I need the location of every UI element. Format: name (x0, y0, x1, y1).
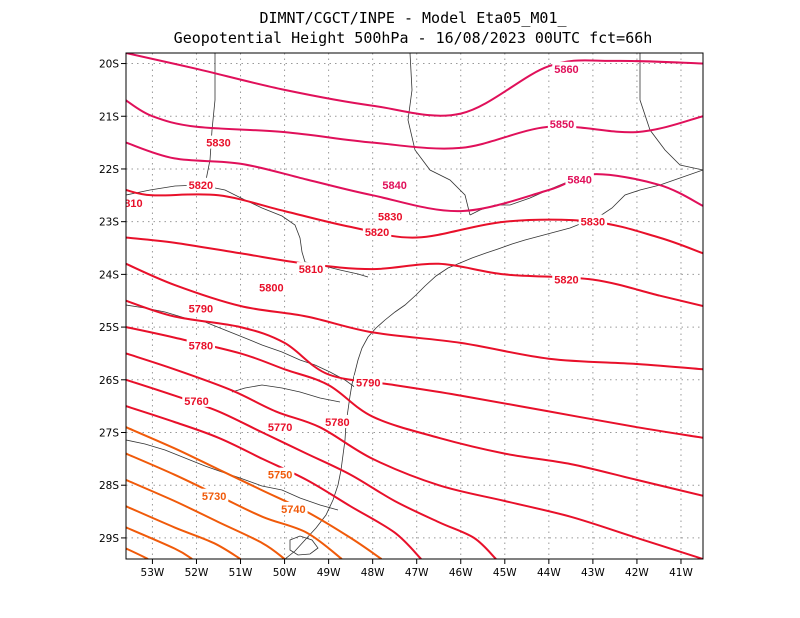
lon-tick-label: 44W (537, 567, 561, 579)
lat-tick-label: 23S (99, 217, 119, 229)
contour-5820 (126, 236, 703, 307)
contour-5710 (126, 526, 193, 559)
contour-5730 (126, 478, 286, 559)
state-border-north (126, 184, 369, 278)
contour-5790 (126, 326, 703, 497)
contour-label-bg (257, 280, 286, 294)
contour-5720 (126, 505, 242, 559)
contour-label-bg (380, 177, 409, 191)
contour-label-5750: 5750 (268, 470, 292, 482)
contour-5860 (126, 53, 703, 117)
contour-label-bg (565, 172, 594, 186)
lat-tick-label: 20S (99, 59, 119, 71)
lon-tick-label: 49W (317, 567, 341, 579)
lat-tick-label: 26S (99, 375, 119, 387)
contour-label-bg (362, 225, 392, 239)
contour-label-bg (186, 177, 216, 191)
title-line-2: Geopotential Height 500hPa - 16/08/2023 … (174, 29, 653, 47)
contour-5850 (126, 99, 703, 150)
contour-label-5840: 5840 (382, 180, 406, 192)
contour-label-bg (182, 393, 211, 407)
contour-5840 (126, 141, 703, 213)
contour-label-bg (265, 420, 295, 434)
contour-label-bg (199, 488, 229, 502)
contour-label-5730: 5730 (202, 491, 226, 503)
contour-5780 (126, 352, 703, 559)
lon-tick-label: 43W (581, 567, 605, 579)
title-line-1: DIMNT/CGCT/INPE - Model Eta05_M01_ (259, 9, 567, 27)
lon-tick-label: 48W (361, 567, 385, 579)
lon-tick-label: 42W (625, 567, 649, 579)
contour-label-5850: 5850 (550, 119, 574, 131)
contour-label-5770: 5770 (268, 422, 292, 434)
contour-5750 (126, 426, 383, 559)
lat-tick-label: 24S (99, 269, 119, 281)
lat-tick-label: 28S (99, 480, 119, 492)
lat-tick-label: 22S (99, 164, 119, 176)
contour-lines (126, 53, 703, 559)
contour-label-5830: 5830 (581, 217, 605, 229)
state-border-northeast (639, 53, 703, 171)
contour-label-5780: 5780 (325, 417, 349, 429)
contour-label-5820: 5820 (365, 227, 389, 239)
contour-label-bg (186, 301, 216, 315)
contour-label-5800: 5800 (259, 283, 283, 295)
lat-tick-label: 25S (99, 322, 119, 334)
contour-label-5840: 5840 (567, 175, 591, 187)
contour-label-bg (354, 375, 383, 389)
contour-label-5760: 5760 (184, 396, 208, 408)
plot-frame (125, 52, 704, 560)
contour-label-bg (296, 262, 326, 276)
lon-tick-label: 45W (493, 567, 517, 579)
contour-5770 (126, 378, 497, 559)
lat-tick-label: 27S (99, 428, 119, 440)
contour-label-bg (265, 467, 295, 481)
lon-tick-label: 51W (229, 567, 253, 579)
contour-label-5810: 5810 (299, 264, 323, 276)
contour-label-bg (578, 214, 608, 228)
contour-label-bg (376, 209, 405, 223)
contour-label-5790: 5790 (356, 377, 380, 389)
contour-label-5830: 5830 (378, 211, 402, 223)
contour-5700 (126, 547, 149, 559)
lon-tick-label: 52W (185, 567, 209, 579)
contour-label-5810: 5810 (118, 198, 142, 210)
lon-tick-label: 47W (405, 567, 429, 579)
contour-label-bg (552, 272, 581, 286)
longitude-ticks: 53W 52W 51W 50W 49W 48W 47W 46W 45W 44W 43W 42W 41W (141, 559, 693, 579)
contour-label-bg (323, 414, 352, 428)
river-2 (231, 384, 341, 403)
lat-tick-label: 21S (99, 111, 119, 123)
contour-label-bg (547, 117, 577, 131)
contour-label-5790: 5790 (189, 304, 213, 316)
contour-label-5830: 5830 (206, 138, 230, 150)
contour-label-bg (552, 61, 581, 75)
contour-label-5740: 5740 (281, 504, 305, 516)
lon-tick-label: 46W (449, 567, 473, 579)
state-border-west (204, 53, 216, 186)
contour-label-bg (186, 338, 216, 352)
contour-5800 (126, 299, 703, 439)
state-border-middle (126, 304, 357, 389)
contour-label-5860: 5860 (554, 64, 578, 76)
contour-labels: 5860 5850 5830 5840 5840 5820 5830 5810 5830 5820… (118, 61, 608, 516)
lon-tick-label: 41W (669, 567, 693, 579)
contour-label-bg (204, 135, 233, 149)
latitude-ticks: 20S 21S 22S 23S 24S 25S 26S 27S 28S 29S (99, 59, 126, 545)
contour-label-5780: 5780 (189, 341, 213, 353)
contour-label-bg (126, 196, 145, 210)
lon-tick-label: 50W (273, 567, 297, 579)
contour-5810 (126, 262, 703, 371)
contour-label-5820: 5820 (189, 180, 213, 192)
contour-5740 (126, 452, 343, 559)
lat-tick-label: 29S (99, 533, 119, 545)
contour-label-bg (279, 501, 308, 515)
island (289, 535, 319, 556)
contour-label-5820: 5820 (554, 275, 578, 287)
lon-tick-label: 53W (141, 567, 165, 579)
state-border-east (407, 53, 471, 216)
